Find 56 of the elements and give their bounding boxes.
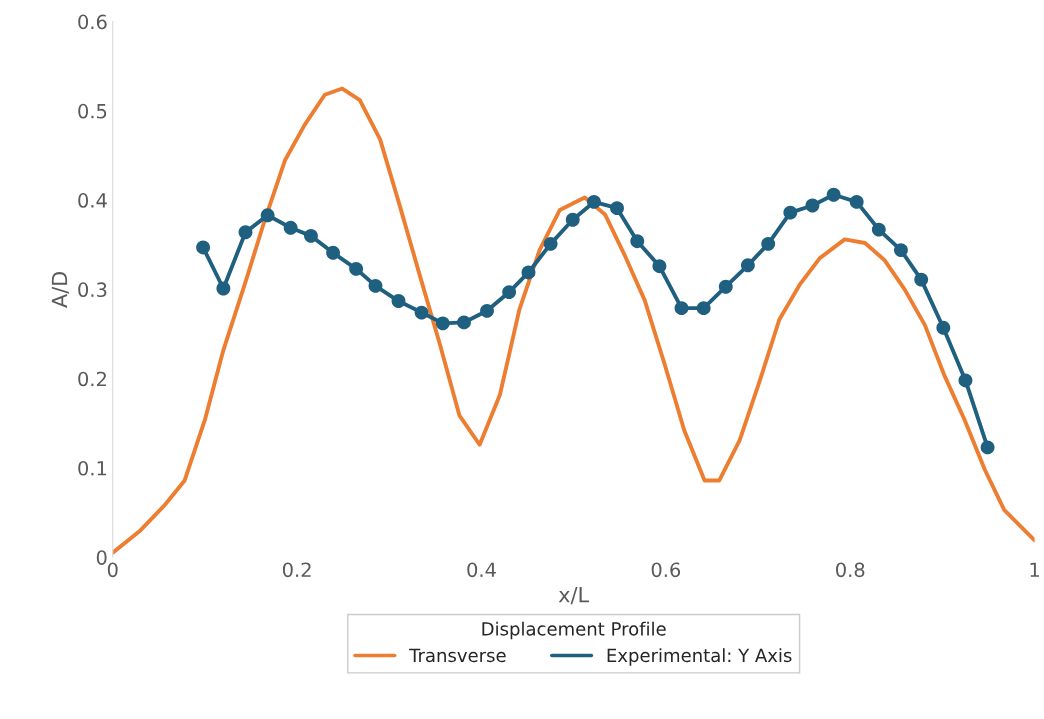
x-tick-label: 1	[1030, 562, 1039, 577]
point	[630, 234, 645, 249]
x-tick-label: 0.4	[467, 562, 496, 578]
point	[391, 294, 406, 308]
point	[260, 208, 275, 223]
point	[543, 236, 558, 251]
legend-title: Displacement Profile	[482, 621, 666, 640]
point	[936, 320, 951, 335]
x-tick-label: 0.2	[282, 562, 311, 578]
y-tick-label: 0.1	[78, 460, 107, 476]
point	[674, 301, 689, 316]
x-axis-title: x/L	[558, 587, 590, 605]
legend-label: Transverse	[409, 648, 506, 663]
point	[761, 236, 776, 251]
line-series	[112, 86, 1035, 555]
point	[565, 212, 580, 227]
point	[783, 205, 798, 220]
point	[914, 272, 929, 287]
y-tick-label: 0.4	[78, 193, 107, 208]
point	[740, 258, 755, 273]
point	[414, 305, 429, 320]
point	[457, 315, 471, 330]
point	[587, 194, 601, 209]
point	[805, 198, 820, 213]
point	[326, 245, 341, 260]
point	[238, 225, 253, 240]
legend-label: Experimental: Y Axis	[607, 648, 792, 666]
point	[349, 261, 364, 276]
point	[826, 187, 841, 202]
point	[196, 240, 211, 255]
y-tick-label: 0.5	[78, 103, 107, 119]
y-tick-label: 0	[96, 550, 107, 565]
point	[304, 228, 318, 243]
point	[368, 278, 383, 293]
x-tick-label: 0	[107, 562, 118, 578]
y-tick-label: 0.6	[78, 14, 107, 30]
point	[216, 281, 231, 296]
point	[849, 194, 864, 209]
point	[502, 285, 517, 300]
y-axis-title: A/D	[51, 271, 70, 308]
x-tick-label: 0.6	[651, 562, 681, 578]
point	[980, 440, 995, 455]
point	[696, 301, 711, 316]
point	[480, 303, 494, 318]
point	[958, 373, 973, 388]
point	[893, 243, 908, 258]
point	[521, 265, 536, 280]
point	[610, 201, 624, 216]
point	[718, 279, 733, 294]
point	[435, 316, 450, 331]
point	[283, 220, 298, 235]
y-tick-label: 0.2	[78, 371, 106, 387]
x-tick-label: 0.8	[836, 562, 865, 578]
point	[652, 259, 667, 274]
point	[871, 222, 886, 237]
y-tick-label: 0.3	[78, 282, 107, 298]
